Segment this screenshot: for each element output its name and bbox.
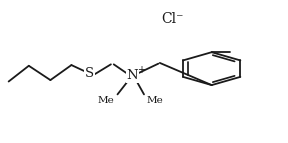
Text: Cl⁻: Cl⁻	[162, 12, 184, 26]
Text: +: +	[137, 65, 145, 75]
Text: Me: Me	[98, 96, 115, 105]
Text: Me: Me	[147, 96, 164, 105]
Text: S: S	[85, 67, 94, 80]
Text: N: N	[127, 69, 138, 82]
